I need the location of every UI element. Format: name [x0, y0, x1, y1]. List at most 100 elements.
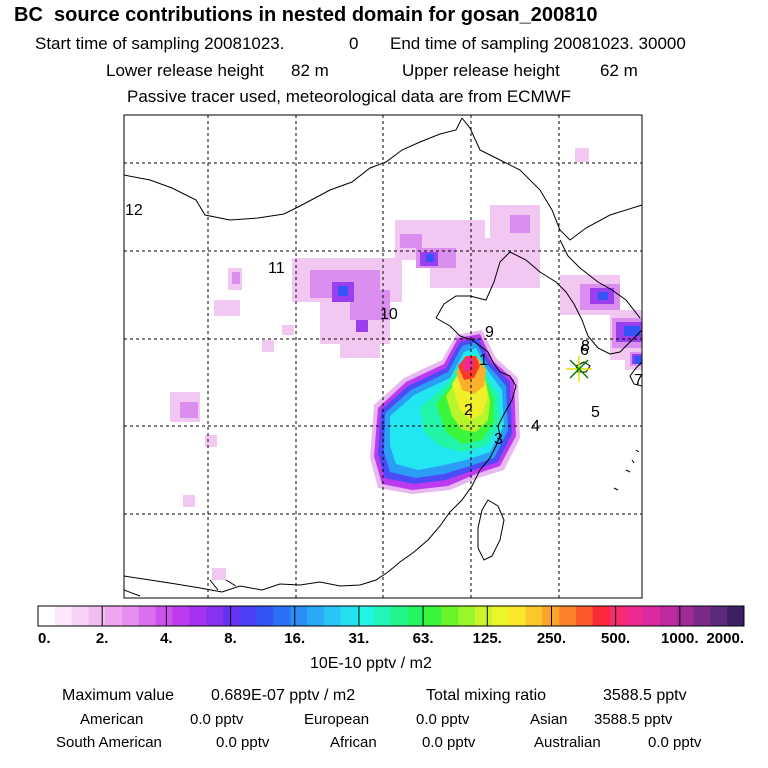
colorbar-swatch	[508, 606, 526, 626]
northern-border	[124, 117, 463, 221]
taiwan	[477, 499, 505, 561]
colorbar-swatch	[575, 606, 594, 626]
colorbar-swatch	[38, 606, 56, 626]
african-value: 0.0 pptv	[422, 734, 476, 751]
region-label-4: 4	[531, 418, 540, 435]
colorbar-swatch	[407, 606, 426, 626]
south-american-value: 0.0 pptv	[216, 734, 270, 751]
colorbar-swatch	[290, 606, 308, 626]
american-value: 0.0 pptv	[190, 711, 244, 728]
region-label-9: 9	[485, 324, 494, 341]
colorbar-swatch	[273, 606, 291, 626]
colorbar-swatch	[71, 606, 89, 626]
colorbar-swatch	[542, 606, 560, 626]
region-label-11: 11	[268, 260, 285, 277]
colorbar	[37, 605, 745, 627]
south-american-label: South American	[56, 734, 162, 751]
region-label-2: 2	[464, 402, 473, 419]
main-plume	[370, 330, 520, 494]
colorbar-tick-label: 2.	[96, 630, 109, 647]
start-time-hms: 0	[349, 34, 359, 53]
colorbar-swatch	[609, 606, 627, 626]
northeast-border	[461, 117, 642, 241]
colorbar-swatch	[323, 606, 341, 626]
colorbar-swatch	[710, 606, 728, 626]
max-value: 0.689E-07 pptv / m2	[211, 687, 356, 704]
colorbar-tick-label: 500.	[601, 630, 630, 647]
colorbar-swatch	[105, 606, 123, 626]
colorbar-swatch	[239, 606, 257, 626]
european-value: 0.0 pptv	[416, 711, 470, 728]
colorbar-swatch	[138, 606, 157, 626]
colorbar-swatch	[676, 606, 694, 626]
african-label: African	[330, 734, 377, 751]
colorbar-swatch	[693, 606, 711, 626]
colorbar-swatch	[391, 606, 409, 626]
colorbar-swatch	[475, 606, 493, 626]
colorbar-swatch	[357, 606, 375, 626]
colorbar-swatch	[659, 606, 678, 626]
colorbar-tick-label: 8.	[224, 630, 237, 647]
australian-value: 0.0 pptv	[648, 734, 702, 751]
upper-release-label: Upper release height	[402, 61, 560, 80]
colorbar-swatch	[155, 606, 173, 626]
colorbar-swatch	[222, 606, 241, 626]
colorbar-swatch	[592, 606, 610, 626]
colorbar-tick-labels: 0. 2. 4. 8. 16. 31. 63. 125. 250. 500. 1000. 2000.	[38, 630, 744, 647]
colorbar-tick-label: 63.	[413, 630, 434, 647]
total-mixing-label: Total mixing ratio	[426, 687, 547, 704]
colorbar-tick-label: 250.	[537, 630, 566, 647]
upper-release-value: 62 m	[600, 61, 638, 80]
colorbar-units: 10E-10 pptv / m2	[310, 655, 432, 672]
colorbar-swatch	[441, 606, 459, 626]
region-label-7: 7	[634, 372, 643, 389]
receptor-star-icon	[566, 356, 592, 382]
region-label-12: 12	[125, 202, 143, 219]
contribution-field	[170, 148, 642, 580]
end-time-label: End time of sampling 20081023. 30000	[390, 34, 686, 53]
blue-spots	[338, 254, 642, 364]
hainan-coast	[124, 579, 237, 597]
korea-coast	[435, 239, 642, 355]
map-frame	[123, 114, 643, 599]
colorbar-swatch	[458, 606, 476, 626]
australian-label: Australian	[534, 734, 601, 751]
colorbar-swatch	[374, 606, 392, 626]
total-mixing-value: 3588.5 pptv	[603, 687, 687, 704]
colorbar-swatch	[172, 606, 190, 626]
colorbar-tick-label: 31.	[348, 630, 369, 647]
colorbar-swatch	[189, 606, 207, 626]
american-label: American	[80, 711, 144, 728]
region-labels: 1 2 3 4 5 6 7 8 9 10 11 12	[125, 202, 643, 448]
colorbar-tick-label: 16.	[284, 630, 305, 647]
colorbar-tick-label: 125.	[473, 630, 502, 647]
colorbar-tick-label: 4.	[160, 630, 173, 647]
asian-label: Asian	[530, 711, 568, 728]
colorbar-swatch	[525, 606, 543, 626]
chart-title: BC source contributions in nested domain…	[14, 4, 598, 26]
colorbar-swatch	[727, 606, 745, 626]
max-value-label: Maximum value	[62, 687, 175, 704]
japan-coast	[629, 361, 642, 387]
european-label: European	[304, 711, 370, 728]
colorbar-tick-label: 2000.	[706, 630, 744, 647]
region-label-8: 8	[581, 338, 590, 355]
colorbar-swatch	[643, 606, 661, 626]
colorbar-swatch	[424, 606, 442, 626]
grid-lines	[124, 115, 642, 598]
start-time-label: Start time of sampling 20081023.	[35, 34, 285, 53]
coastlines	[124, 117, 642, 597]
colorbar-swatch	[559, 606, 577, 626]
region-label-10: 10	[380, 306, 398, 323]
region-label-6: 6	[580, 342, 589, 359]
lower-release-value: 82 m	[291, 61, 329, 80]
low-contribution-patches	[170, 148, 642, 580]
colorbar-swatch	[256, 606, 274, 626]
region-label-3: 3	[494, 431, 503, 448]
lower-release-label: Lower release height	[106, 61, 264, 80]
colorbar-swatch	[88, 606, 106, 626]
ryukyu-islands	[613, 449, 640, 491]
region-label-1: 1	[479, 352, 488, 369]
colorbar-swatch	[206, 606, 224, 626]
